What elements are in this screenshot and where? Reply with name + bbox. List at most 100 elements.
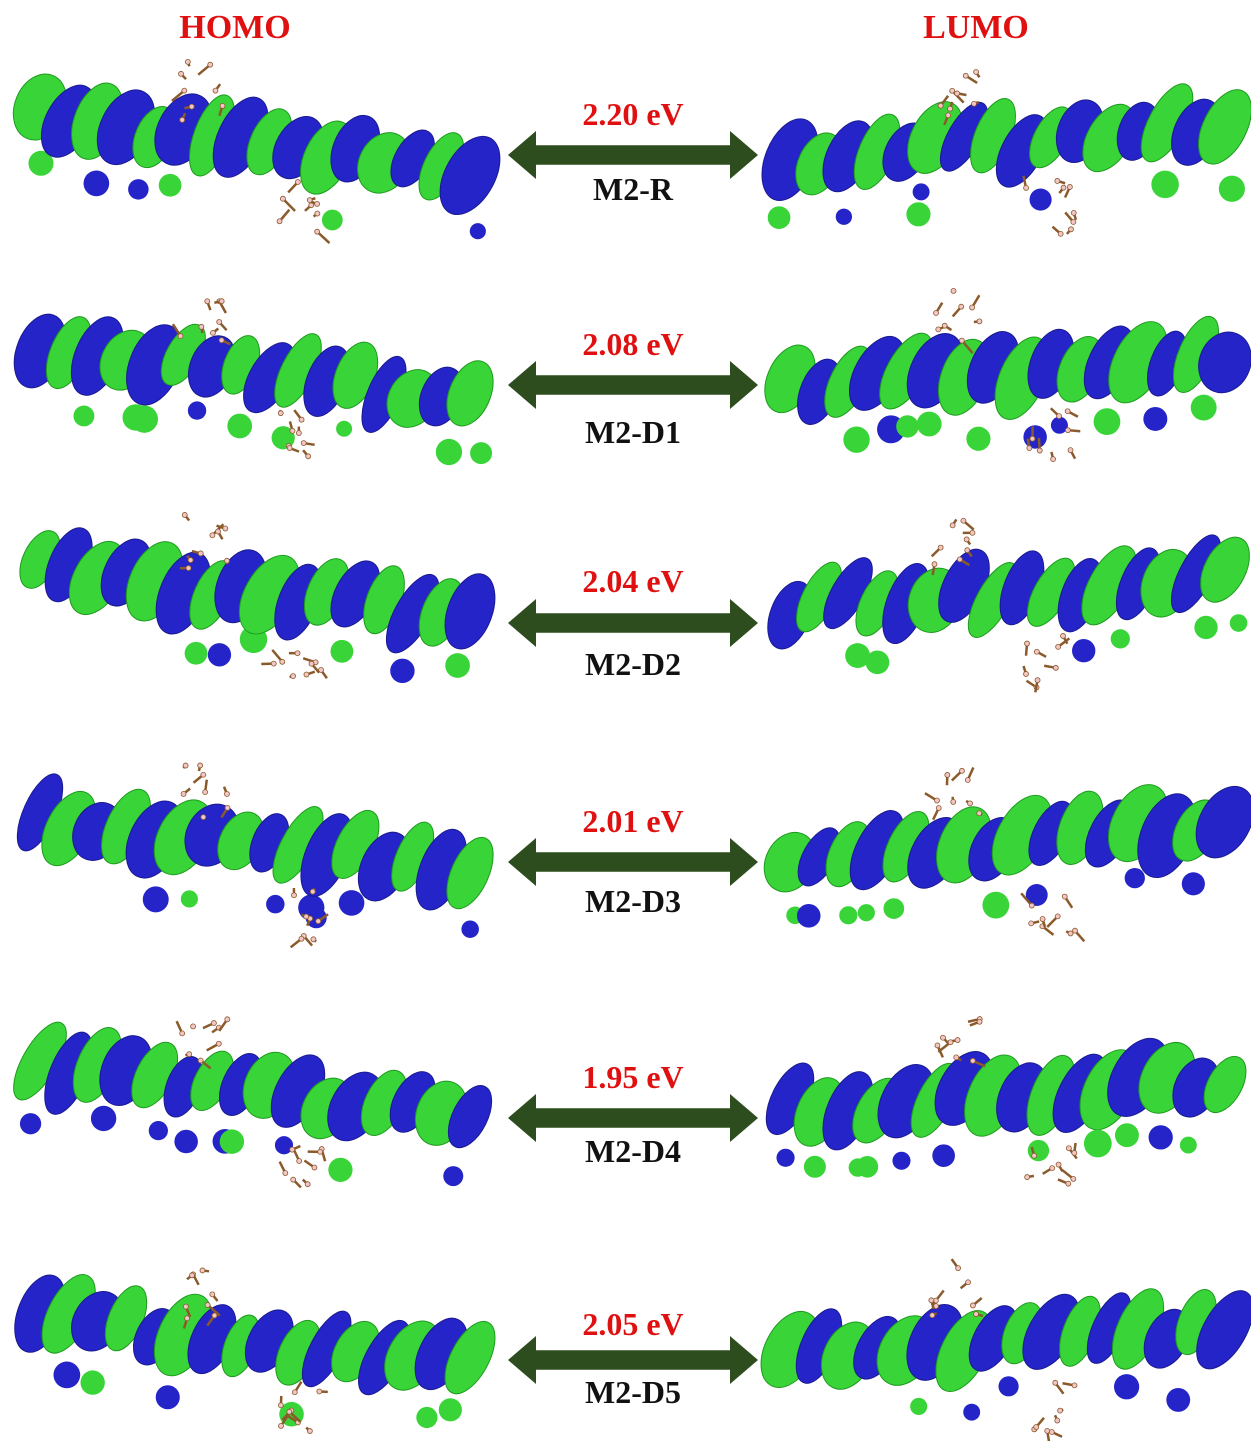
- atom: [1034, 1425, 1039, 1430]
- atom: [224, 791, 229, 796]
- lobe: [227, 414, 252, 439]
- atom: [279, 1423, 284, 1428]
- atom: [1055, 1418, 1060, 1423]
- energy-gap: 2.01 eV: [582, 803, 683, 839]
- atom: [181, 791, 186, 796]
- lobe: [836, 209, 852, 225]
- lobe: [73, 406, 94, 427]
- atom: [1055, 914, 1060, 919]
- molecule-label: M2-R: [593, 171, 674, 207]
- atom: [291, 1177, 296, 1182]
- atom: [198, 551, 203, 556]
- atom: [186, 566, 191, 571]
- atom: [296, 431, 301, 436]
- atom: [1066, 1181, 1071, 1186]
- lobe: [436, 439, 462, 465]
- atom: [310, 889, 315, 894]
- atom: [223, 526, 228, 531]
- lobe: [896, 415, 918, 437]
- atom: [970, 305, 975, 310]
- atom: [935, 1043, 940, 1048]
- lobe: [1115, 1123, 1139, 1147]
- atom: [318, 1149, 323, 1154]
- atom: [215, 529, 220, 534]
- lobe: [149, 1121, 168, 1140]
- atom: [1072, 1383, 1077, 1388]
- lobe: [322, 210, 343, 231]
- atom: [1065, 428, 1070, 433]
- molecule-label: M2-D3: [585, 883, 681, 919]
- atom: [217, 319, 222, 324]
- atom: [951, 799, 956, 804]
- atom: [201, 772, 206, 777]
- atom: [283, 1171, 288, 1176]
- atom: [961, 518, 966, 523]
- atom: [210, 533, 215, 538]
- molecule-orbital: [759, 518, 1251, 692]
- atom: [957, 557, 962, 562]
- lobe: [768, 206, 791, 229]
- atom: [317, 1389, 322, 1394]
- atom: [948, 106, 953, 111]
- atom: [1053, 665, 1058, 670]
- atom: [1056, 1162, 1061, 1167]
- lobe: [174, 1130, 198, 1154]
- atom: [934, 310, 939, 315]
- atom: [219, 338, 224, 343]
- atom: [185, 59, 190, 64]
- atom: [974, 69, 979, 74]
- lobe: [1180, 1137, 1197, 1154]
- lobe: [470, 442, 492, 464]
- atom: [1057, 414, 1062, 419]
- atom: [946, 113, 951, 118]
- atom: [1055, 178, 1060, 183]
- lobe: [84, 171, 110, 197]
- lobe: [461, 920, 478, 937]
- lobe: [266, 895, 284, 913]
- atom: [291, 893, 296, 898]
- lobe: [1182, 872, 1205, 895]
- molecule-orbital: [3, 1015, 500, 1188]
- atom: [224, 558, 229, 563]
- atom: [213, 88, 218, 93]
- atom: [205, 299, 210, 304]
- atom: [945, 772, 950, 777]
- molecule-orbital: [751, 69, 1251, 236]
- atom: [1058, 231, 1063, 236]
- lobe: [131, 405, 158, 432]
- atom: [977, 811, 982, 816]
- lobe: [143, 886, 169, 912]
- atom: [180, 117, 185, 122]
- atom: [1072, 1150, 1077, 1155]
- atom: [280, 659, 285, 664]
- atom: [970, 530, 975, 535]
- atom: [312, 1165, 317, 1170]
- atom: [307, 1429, 312, 1434]
- lobe: [892, 1152, 910, 1170]
- lobe: [913, 183, 930, 200]
- lobe: [1194, 616, 1217, 639]
- atom: [299, 417, 304, 422]
- atom: [271, 661, 276, 666]
- lobe: [390, 659, 414, 683]
- lobe: [328, 1158, 352, 1182]
- atom: [199, 324, 204, 329]
- lobe: [883, 898, 904, 919]
- atom: [929, 1298, 934, 1303]
- lobe: [982, 892, 1009, 919]
- lobe: [53, 1362, 80, 1389]
- lobe: [181, 890, 198, 907]
- atom: [977, 1019, 982, 1024]
- atom: [190, 1273, 195, 1278]
- atom: [315, 229, 320, 234]
- atom: [291, 674, 296, 679]
- energy-gap: 2.08 eV: [582, 326, 683, 362]
- atom: [938, 103, 943, 108]
- atom: [278, 411, 283, 416]
- lobe: [1072, 639, 1095, 662]
- atom: [1068, 227, 1073, 232]
- atom: [178, 334, 183, 339]
- lobe: [339, 890, 365, 916]
- atom: [208, 62, 213, 67]
- atom: [315, 201, 320, 206]
